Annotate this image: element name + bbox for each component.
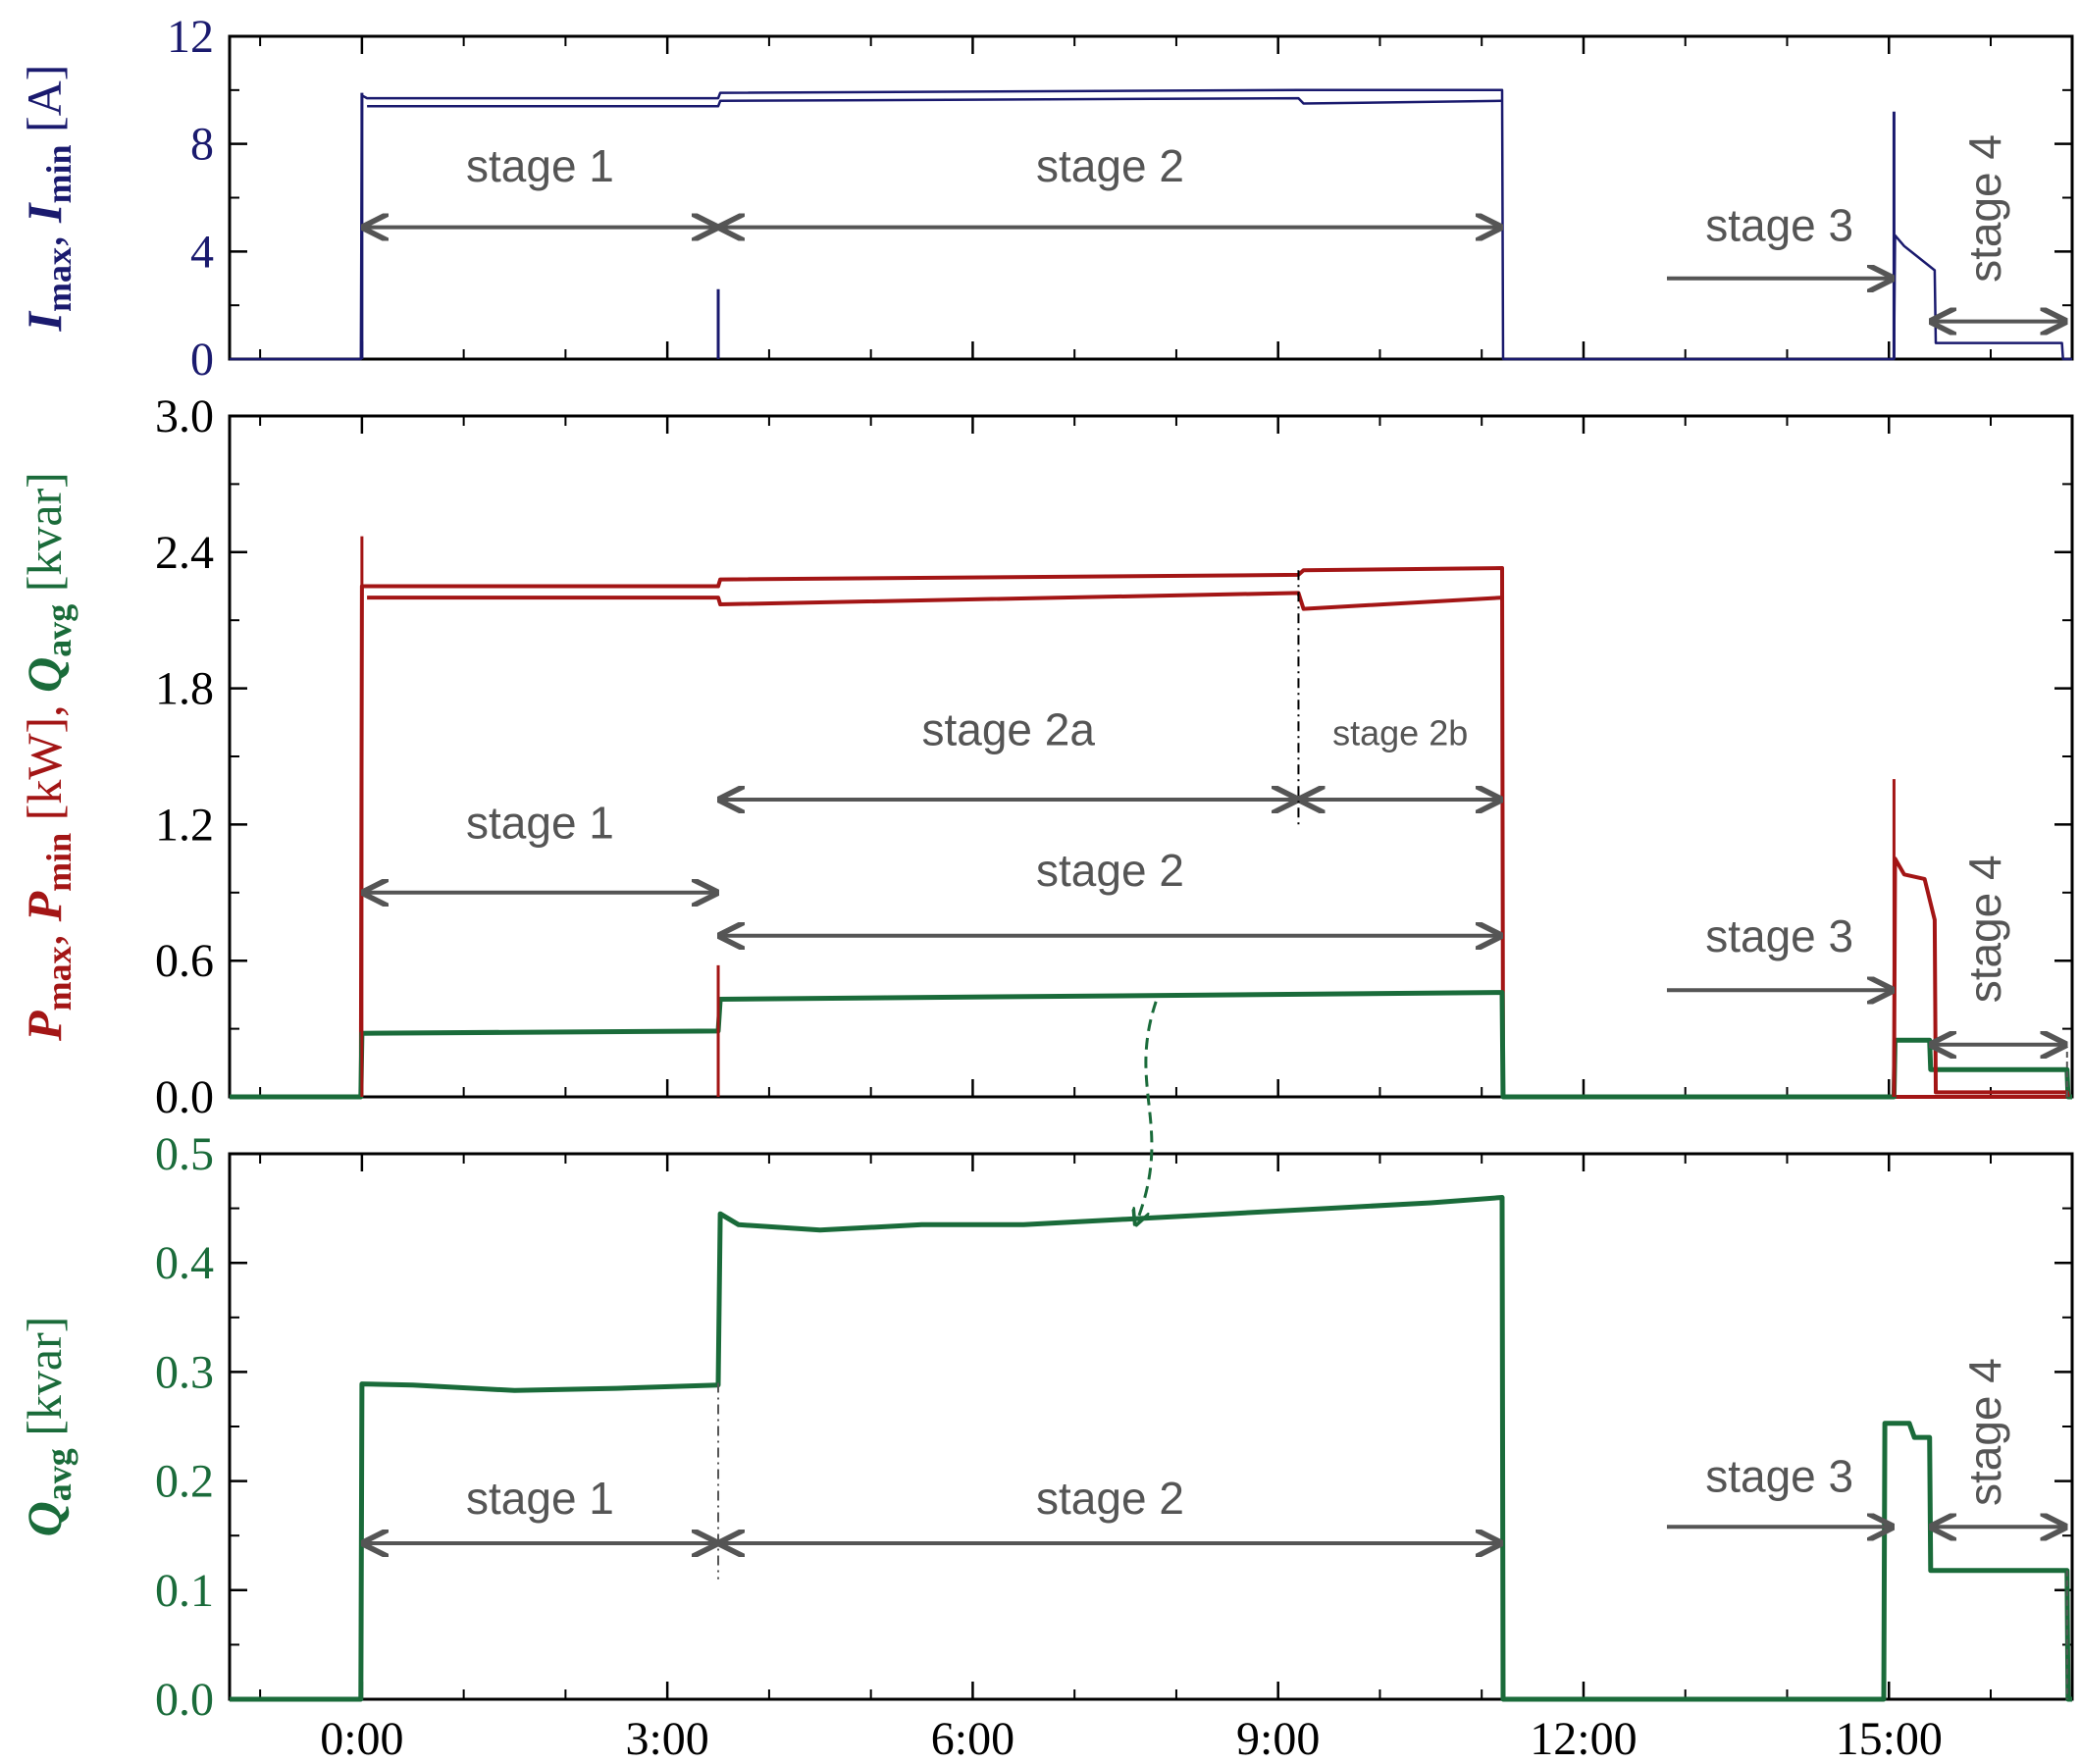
y-tick-label: 0.1 <box>155 1565 214 1617</box>
y-tick-label: 0.5 <box>155 1128 214 1180</box>
y-axis-label-part: min <box>39 833 78 892</box>
y-axis-label: Imax, Imin [A] <box>17 65 78 333</box>
y-tick-label: 1.2 <box>155 799 214 851</box>
x-tick-label: 3:00 <box>625 1713 708 1764</box>
y-tick-label: 0.4 <box>155 1237 214 1289</box>
y-axis-label-part: P <box>17 891 72 922</box>
y-axis-label-part: [kW], <box>17 693 72 833</box>
stage-label: stage 2a <box>921 703 1095 754</box>
stage-label: stage 3 <box>1705 910 1853 961</box>
stage-label: stage 2b <box>1332 712 1468 752</box>
y-tick-label: 0.6 <box>155 935 214 987</box>
series-q-avg <box>230 1195 2072 1702</box>
stage-label: stage 4 <box>1959 855 2010 1003</box>
series-max <box>230 88 2072 361</box>
y-axis-label: Qavg [kvar] <box>17 1317 78 1537</box>
stage-label: stage 1 <box>466 797 614 848</box>
y-tick-label: 12 <box>167 11 214 63</box>
plot-frame <box>228 34 2074 361</box>
panel-3: 0:00 3:00 6:00 9:00 12:00 15:00 0.0 0.1 0.2 0.3 0.… <box>17 1128 2074 1764</box>
y-axis-label-part: [kvar] <box>17 1317 72 1449</box>
y-tick-label: 0.0 <box>155 1674 214 1726</box>
x-tick-label: 9:00 <box>1236 1713 1320 1764</box>
y-axis-label-part: max <box>39 946 78 1011</box>
y-axis-label-part: [A] <box>17 65 72 145</box>
stage-label: stage 2 <box>1036 1473 1184 1524</box>
y-axis-label-part: max <box>39 247 78 312</box>
y-tick-label: 0.3 <box>155 1346 214 1398</box>
stage-label: stage 1 <box>466 1473 614 1524</box>
panel-1: 0 4 8 12 Imax, Imin [A] stage 1 stage 2 stage 3… <box>17 11 2074 386</box>
x-tick-label: 0:00 <box>320 1713 403 1764</box>
stage-label: stage 2 <box>1036 845 1184 896</box>
y-axis-label-part: I <box>17 310 72 332</box>
y-tick-label: 1.8 <box>155 663 214 715</box>
y-axis-label-part: I <box>17 202 72 224</box>
y-axis-label-part: , <box>17 921 72 946</box>
series-p-stage34 <box>1892 856 2070 1098</box>
y-tick-label: 4 <box>190 226 214 278</box>
stage-label: stage 2 <box>1036 140 1184 191</box>
y-axis-label-part: , <box>17 223 72 247</box>
stage-label: stage 1 <box>466 140 614 191</box>
y-axis-label-part: Q <box>17 1501 72 1536</box>
series-min <box>367 96 1503 108</box>
y-axis-label-part: avg <box>39 604 78 657</box>
stage-label: stage 4 <box>1959 1358 2010 1506</box>
y-tick-label: 2.4 <box>155 527 214 579</box>
stage-label: stage 3 <box>1705 1451 1853 1502</box>
zoom-connector-arrow <box>1135 1001 1158 1224</box>
y-axis-label-part: min <box>39 144 78 203</box>
stage-label: stage 4 <box>1959 134 2010 283</box>
y-tick-label: 0.0 <box>155 1071 214 1123</box>
y-axis-label-part: [kvar] <box>17 472 72 604</box>
y-axis-label-part: avg <box>39 1448 78 1501</box>
y-axis-label-part: Q <box>17 657 72 693</box>
x-tick-label: 12:00 <box>1530 1713 1637 1764</box>
y-tick-label: 3.0 <box>155 390 214 442</box>
x-tick-label: 6:00 <box>931 1713 1014 1764</box>
x-tick-label: 15:00 <box>1836 1713 1943 1764</box>
y-axis-label: Pmax, Pmin [kW], Qavg [kvar] <box>17 472 78 1042</box>
series-p-min <box>367 591 1503 611</box>
y-axis-label-part: P <box>17 1011 72 1042</box>
plot-frame <box>228 1152 2074 1701</box>
y-tick-label: 0.2 <box>155 1456 214 1508</box>
y-tick-label: 0 <box>190 334 214 386</box>
panel-2: 0.0 0.6 1.2 1.8 2.4 3.0 Pmax, Pmin [kW], Qavg … <box>17 390 2074 1123</box>
series-q-avg <box>230 990 2072 1100</box>
stage-label: stage 3 <box>1705 199 1853 250</box>
y-tick-label: 8 <box>190 119 214 171</box>
